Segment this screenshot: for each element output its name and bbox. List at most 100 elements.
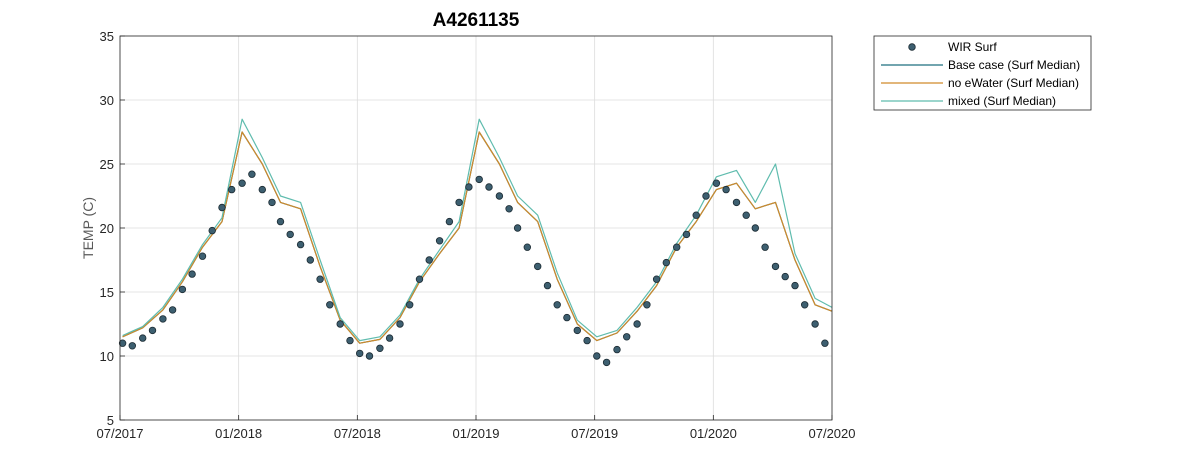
data-point	[553, 301, 561, 309]
data-point	[485, 183, 493, 191]
data-point	[722, 185, 730, 194]
data-point	[633, 320, 641, 328]
data-point	[188, 270, 196, 278]
y-tick-label: 15	[100, 285, 114, 300]
chart-title: A4261135	[433, 10, 520, 31]
y-tick-label: 10	[100, 349, 114, 364]
y-tick-label: 30	[100, 93, 114, 108]
data-point	[712, 179, 721, 187]
data-point	[673, 243, 681, 251]
data-point	[662, 258, 670, 267]
data-point	[396, 320, 404, 328]
data-point	[248, 170, 256, 178]
data-point	[682, 230, 691, 239]
data-point	[128, 342, 136, 350]
data-point	[781, 272, 789, 281]
data-point	[692, 211, 700, 219]
y-axis-label: TEMP (C)	[80, 197, 96, 259]
data-point	[791, 281, 799, 290]
y-tick-label: 25	[100, 157, 114, 172]
data-point	[365, 352, 374, 360]
series-markers	[118, 170, 829, 367]
data-point	[326, 301, 334, 309]
data-point	[445, 217, 454, 226]
data-point	[702, 192, 710, 200]
data-point	[148, 326, 157, 335]
data-point	[138, 334, 147, 342]
data-point	[513, 224, 522, 232]
data-point	[356, 349, 364, 358]
data-point	[543, 281, 552, 290]
data-point	[475, 175, 483, 184]
data-point	[602, 358, 611, 367]
x-tick-label: 07/2020	[809, 426, 856, 441]
data-point	[198, 252, 207, 260]
data-point	[563, 313, 571, 322]
data-point	[406, 301, 414, 309]
x-tick-label: 07/2017	[97, 426, 144, 441]
y-tick-label: 35	[100, 29, 114, 44]
data-point	[613, 345, 621, 354]
y-tick-label: 5	[107, 413, 114, 428]
data-point	[435, 237, 444, 245]
data-point	[159, 315, 167, 323]
data-point	[643, 301, 651, 309]
x-tick-label: 07/2019	[571, 426, 618, 441]
series-line	[122, 118, 833, 342]
y-tick-label: 20	[100, 221, 114, 236]
data-point	[761, 243, 769, 251]
data-point	[238, 179, 246, 187]
x-tick-label: 01/2018	[215, 426, 262, 441]
data-point	[346, 336, 354, 345]
legend: WIR Surf Base case (Surf Median) no eWater…	[873, 35, 1092, 111]
data-point	[178, 285, 187, 294]
data-point	[771, 262, 780, 271]
y-axis: 5 10 15 20 25 30 35	[100, 29, 125, 428]
data-point	[652, 275, 661, 283]
series-line	[122, 131, 833, 344]
legend-label: WIR Surf	[948, 40, 997, 54]
legend-label: no eWater (Surf Median)	[948, 76, 1079, 90]
data-point	[732, 198, 741, 207]
data-point	[316, 275, 324, 283]
data-point	[811, 320, 819, 328]
data-point	[534, 262, 542, 271]
data-point	[623, 333, 631, 341]
data-point	[523, 243, 531, 251]
data-point	[385, 334, 394, 342]
data-point	[455, 198, 463, 207]
data-point	[208, 226, 216, 235]
data-point	[465, 183, 473, 191]
data-point	[583, 336, 591, 345]
series-lines	[122, 118, 833, 344]
data-point	[801, 301, 809, 309]
data-point	[505, 205, 513, 213]
legend-label: mixed (Surf Median)	[948, 94, 1056, 108]
data-point	[415, 275, 424, 283]
data-point	[573, 326, 581, 335]
data-point	[751, 224, 759, 232]
data-point	[742, 211, 750, 219]
legend-marker	[908, 43, 916, 51]
data-point	[276, 217, 285, 226]
data-point	[227, 185, 236, 194]
x-tick-label: 01/2020	[690, 426, 737, 441]
data-point	[376, 344, 384, 352]
data-point	[821, 339, 829, 347]
data-point	[336, 320, 344, 328]
data-point	[306, 256, 314, 264]
data-point	[268, 198, 276, 207]
data-point	[118, 339, 127, 347]
legend-label: Base case (Surf Median)	[948, 58, 1080, 72]
data-point	[296, 240, 305, 249]
x-tick-label: 07/2018	[334, 426, 381, 441]
data-point	[495, 192, 504, 200]
x-tick-label: 01/2019	[453, 426, 500, 441]
data-point	[218, 203, 226, 212]
x-axis: 07/2017 01/2018 07/2018 01/2019 07/2019 01/20…	[97, 415, 856, 441]
data-point	[425, 256, 433, 264]
data-point	[593, 352, 601, 360]
data-point	[168, 306, 177, 314]
data-point	[258, 185, 266, 194]
